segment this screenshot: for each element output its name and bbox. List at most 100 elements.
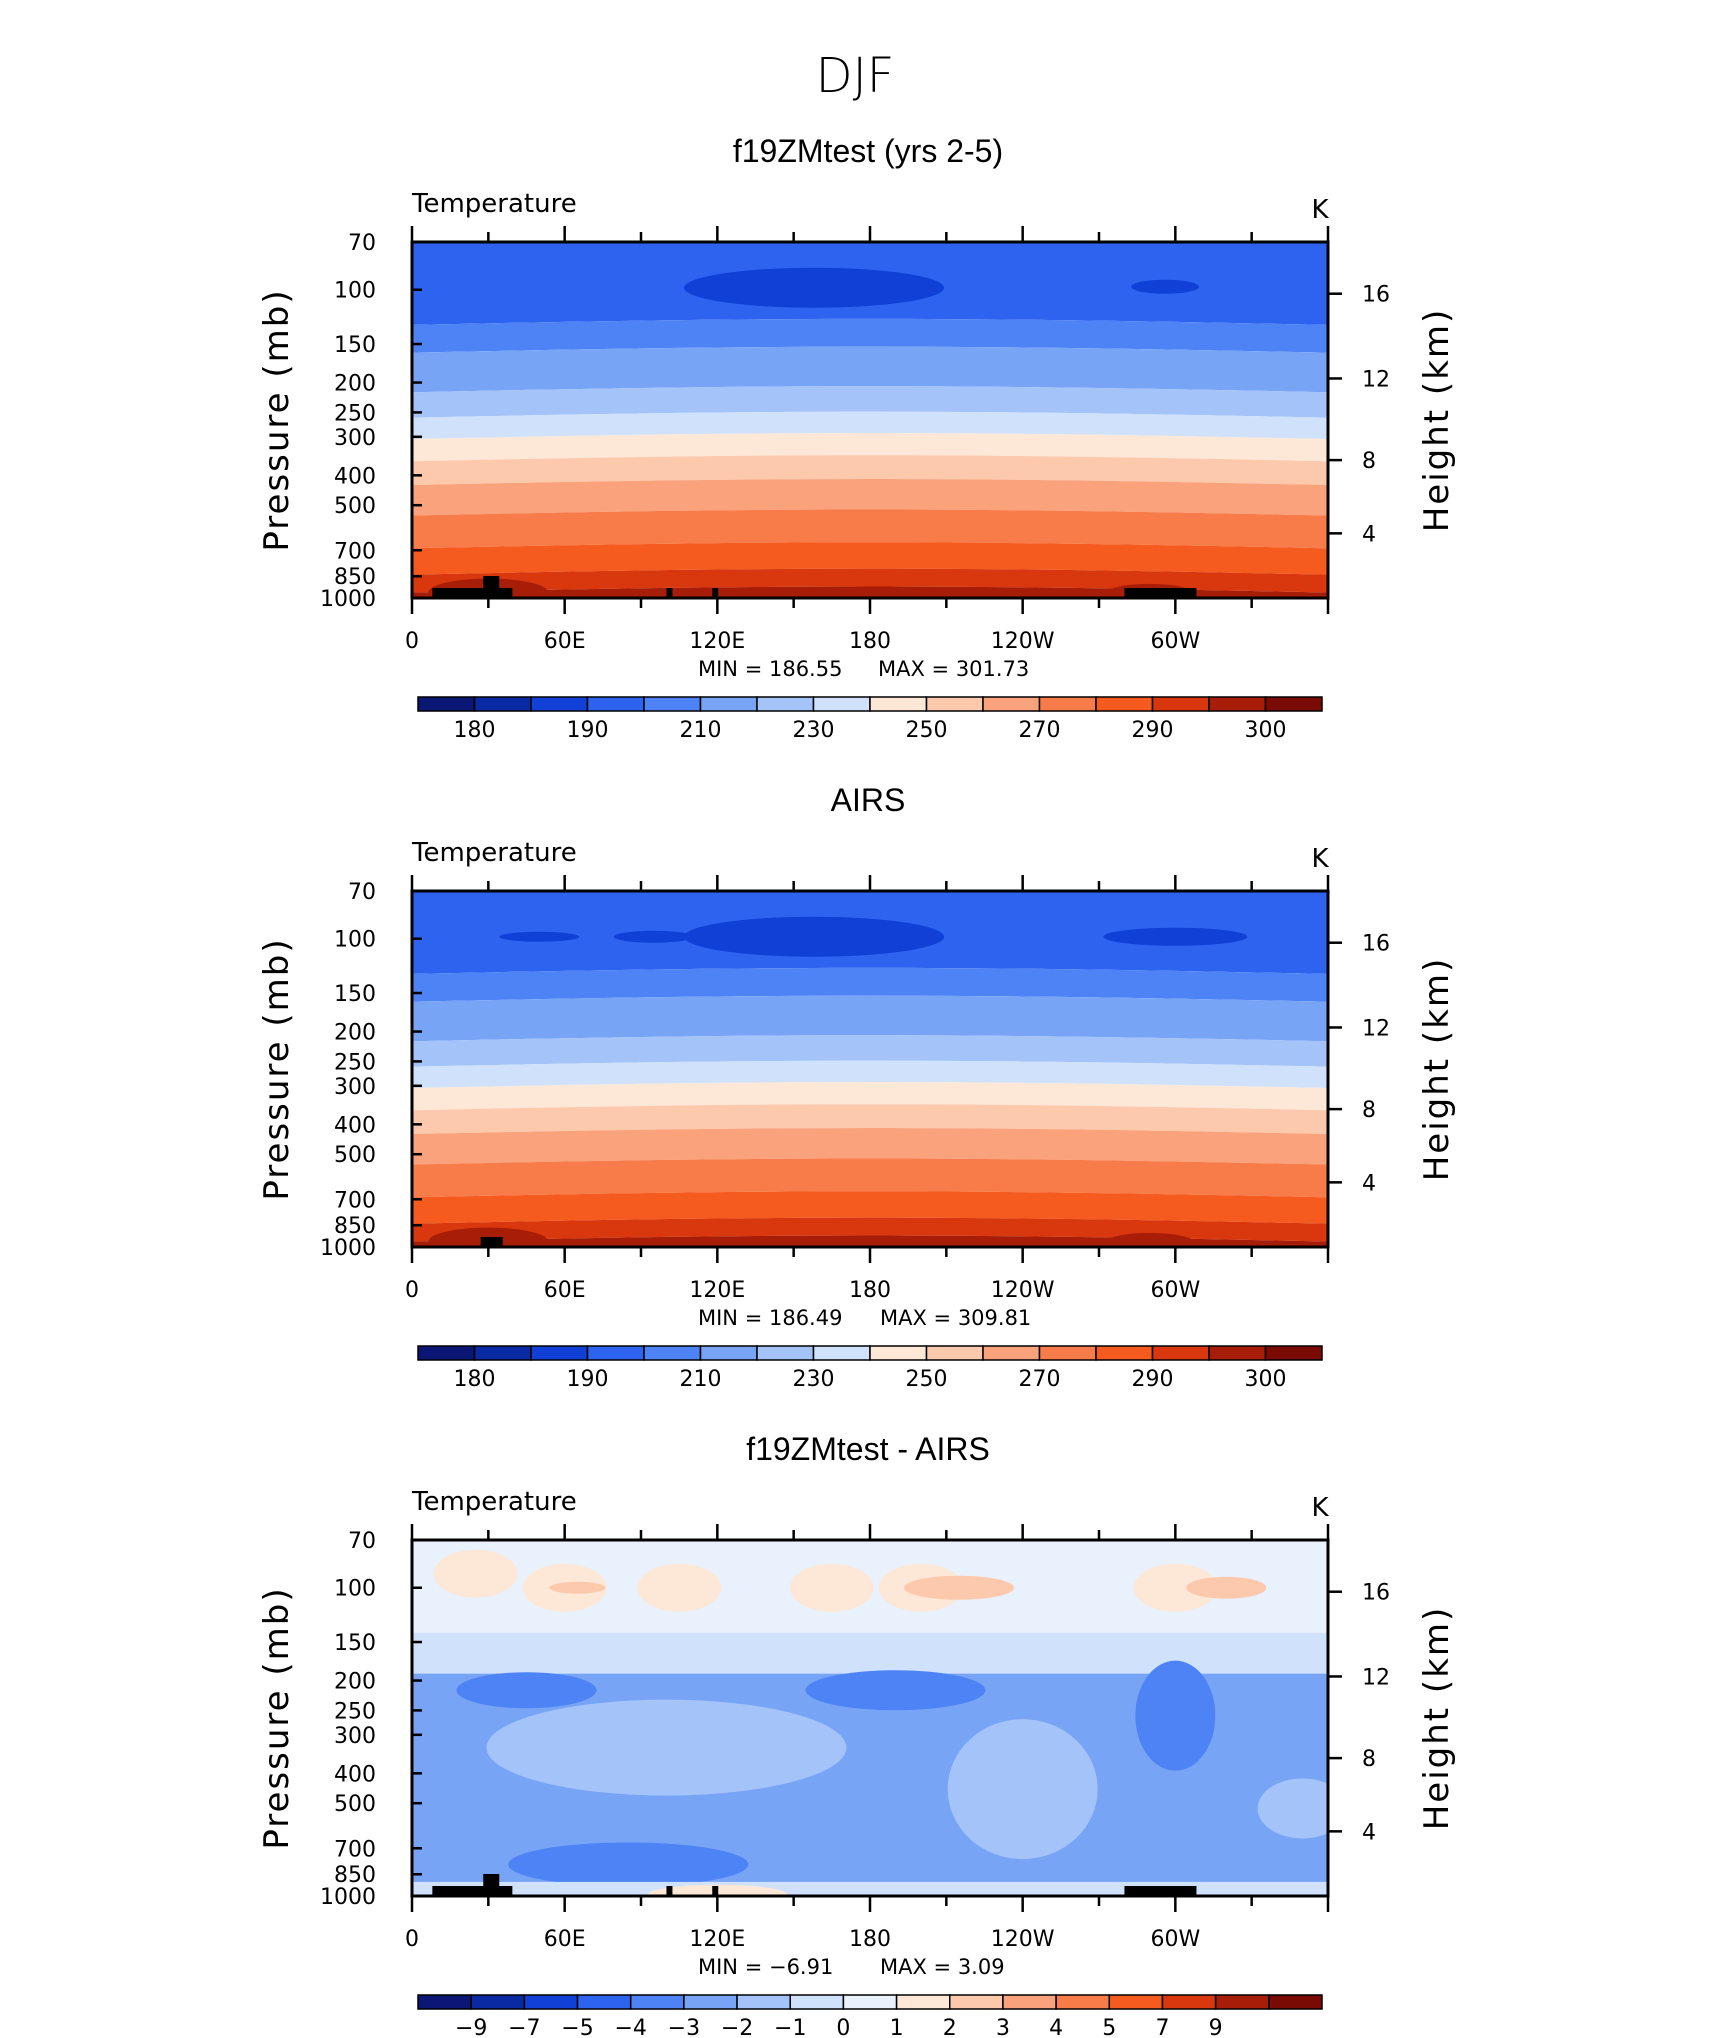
topography-mask [480, 1237, 503, 1247]
colorbar-swatch [683, 1994, 738, 2010]
topography-mask [432, 576, 1197, 598]
colorbar-swatch [1095, 696, 1154, 712]
cold-core-region [499, 931, 580, 942]
y-tick-label: 150 [334, 982, 376, 1007]
x-tick-label: 0 [405, 1278, 419, 1303]
colorbar-swatch [1264, 696, 1323, 712]
cold-core-region [1103, 927, 1248, 946]
x-tick-label: 60E [544, 1927, 586, 1952]
colorbar-label: −5 [561, 2016, 593, 2038]
panel-title: AIRS [831, 782, 906, 818]
cold-core-region [613, 930, 694, 943]
y-tick-label: 850 [334, 1214, 376, 1239]
colorbar-swatch [1095, 1345, 1154, 1361]
x-tick-label: 0 [405, 629, 419, 654]
y-tick-label: 500 [334, 1792, 376, 1817]
colorbar-swatch [473, 1345, 532, 1361]
colorbar-swatch [473, 696, 532, 712]
topography-block [1124, 588, 1197, 598]
colorbar-swatch [812, 1345, 871, 1361]
topography-block [480, 1237, 503, 1247]
x-tick-label: 180 [849, 629, 891, 654]
y-tick-right-label: 8 [1362, 1098, 1376, 1123]
x-tick-label: 120E [689, 1927, 745, 1952]
positive-anomaly [549, 1581, 606, 1594]
min-label: MIN = 186.49 [698, 1306, 842, 1330]
contour-band [412, 455, 1328, 486]
contour-band [412, 386, 1328, 418]
colorbar-label: 180 [454, 718, 496, 743]
positive-anomaly [789, 1563, 874, 1612]
contour-band [412, 1217, 1328, 1242]
y-tick-label: 500 [334, 1143, 376, 1168]
y-tick-label: 300 [334, 1724, 376, 1749]
colorbar-swatch [1214, 1994, 1270, 2010]
y-axis-label-right: Height (km) [1417, 1606, 1457, 1831]
figure-title: DJF [816, 48, 895, 104]
y-tick-label: 1000 [320, 1236, 376, 1261]
min-label: MIN = 186.55 [698, 657, 842, 681]
topography-block [666, 1886, 673, 1896]
colorbar-label: 180 [454, 1367, 496, 1392]
y-tick-label: 250 [334, 401, 376, 426]
warm-surface-region [1104, 1232, 1195, 1247]
colorbar-label: 0 [836, 2016, 850, 2038]
colorbar-swatch [949, 1994, 1004, 2010]
x-tick-label: 120E [689, 1278, 745, 1303]
y-tick-right-label: 16 [1362, 283, 1390, 308]
y-tick-label: 400 [334, 1113, 376, 1138]
x-tick-label: 120W [991, 1927, 1055, 1952]
y-tick-label: 70 [348, 1529, 376, 1554]
contour-band [412, 1191, 1328, 1224]
contour-band [412, 967, 1328, 1002]
y-tick-label: 700 [334, 1188, 376, 1213]
colorbar-swatch [576, 1994, 632, 2010]
contour-band [412, 1158, 1328, 1198]
units-label: K [1311, 195, 1329, 225]
negative-anomaly [805, 1670, 986, 1711]
contour-band [412, 1060, 1328, 1089]
colorbar-swatch [470, 1994, 526, 2010]
contour-field [412, 891, 1328, 1247]
colorbar-swatch [925, 696, 984, 712]
topography-block [712, 1886, 719, 1896]
contour-band [412, 586, 1328, 598]
contour-band [412, 318, 1328, 353]
max-label: MAX = 309.81 [880, 1306, 1031, 1330]
y-tick-label: 850 [334, 1863, 376, 1888]
y-tick-right-label: 16 [1362, 932, 1390, 957]
colorbar-label: 9 [1209, 2016, 1223, 2038]
y-tick-label: 400 [334, 464, 376, 489]
colorbar-label: 190 [567, 1367, 609, 1392]
contour-field [412, 242, 1328, 598]
positive-anomaly [637, 1563, 722, 1612]
colorbar-label: 7 [1155, 2016, 1169, 2038]
y-axis-label: Pressure (mb) [257, 288, 297, 551]
colorbar-label: 190 [567, 718, 609, 743]
contour-band [412, 346, 1328, 393]
y-tick-right-label: 4 [1362, 522, 1376, 547]
contour-band [412, 433, 1328, 462]
x-tick-label: 120W [991, 1278, 1055, 1303]
topography-mask [432, 1874, 1197, 1896]
min-label: MIN = −6.91 [698, 1955, 833, 1979]
colorbar-swatch [1108, 1994, 1164, 2010]
y-tick-label: 700 [334, 1837, 376, 1862]
colorbar-label: 5 [1102, 2016, 1116, 2038]
topography-block [483, 1874, 500, 1896]
y-tick-label: 300 [334, 1075, 376, 1100]
x-tick-label: 60W [1150, 629, 1200, 654]
colorbar-swatch [1055, 1994, 1111, 2010]
x-tick-label: 60E [544, 629, 586, 654]
colorbar-swatch [925, 1345, 984, 1361]
colorbar: 180 190 210 230 250 270 290 300 [417, 1345, 1323, 1392]
y-tick-label: 70 [348, 880, 376, 905]
y-tick-label: 70 [348, 231, 376, 256]
colorbar-label: 4 [1049, 2016, 1063, 2038]
colorbar-swatch [1038, 696, 1097, 712]
panel-title: f19ZMtest - AIRS [746, 1431, 990, 1467]
topography-block [432, 1886, 513, 1896]
negative-anomaly [947, 1719, 1098, 1860]
